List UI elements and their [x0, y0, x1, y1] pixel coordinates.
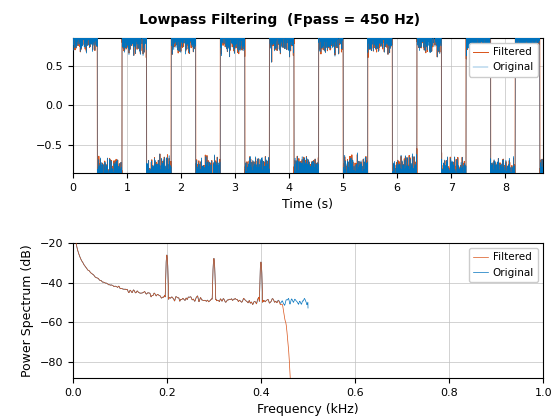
Filtered [129, 22, 136, 27]
Text: Lowpass Filtering  (Fpass = 450 Hz): Lowpass Filtering (Fpass = 450 Hz) [139, 13, 421, 26]
X-axis label: Frequency (kHz): Frequency (kHz) [257, 403, 359, 416]
X-axis label: Time (s): Time (s) [282, 198, 334, 211]
Y-axis label: Power Spectrum (dB): Power Spectrum (dB) [21, 244, 34, 377]
Legend: Filtered, Original: Filtered, Original [469, 43, 538, 76]
Original [101, 217, 108, 222]
Filtered [505, 174, 512, 179]
Original [206, 298, 213, 303]
Original [305, 305, 311, 310]
Original [95, 276, 102, 281]
Filtered [193, 296, 199, 301]
Original [525, 27, 531, 32]
Filtered [71, 218, 77, 223]
Filtered [228, 29, 235, 34]
Line: Filtered: Filtered [73, 0, 543, 218]
Filtered [101, 216, 108, 221]
Filtered [540, 205, 547, 210]
Original [263, 194, 269, 199]
Filtered [206, 298, 213, 303]
Original [193, 296, 199, 301]
Original [228, 29, 235, 34]
Original [69, 15, 76, 20]
Line: Filtered: Filtered [73, 221, 308, 420]
Original [71, 218, 77, 223]
Line: Original: Original [73, 0, 543, 220]
Filtered [525, 27, 531, 32]
Original [540, 205, 547, 210]
Original [129, 21, 136, 26]
Original [130, 288, 137, 293]
Original [291, 297, 298, 302]
Filtered [263, 193, 269, 198]
Filtered [231, 297, 237, 302]
Filtered [95, 276, 102, 281]
Original [231, 297, 237, 302]
Filtered [180, 16, 187, 21]
Filtered [69, 234, 76, 239]
Filtered [130, 288, 137, 293]
Filtered [69, 15, 76, 20]
Original [180, 21, 187, 26]
Original [505, 173, 512, 178]
Legend: Filtered, Original: Filtered, Original [469, 248, 538, 282]
Original [69, 234, 76, 239]
Line: Original: Original [73, 221, 308, 308]
